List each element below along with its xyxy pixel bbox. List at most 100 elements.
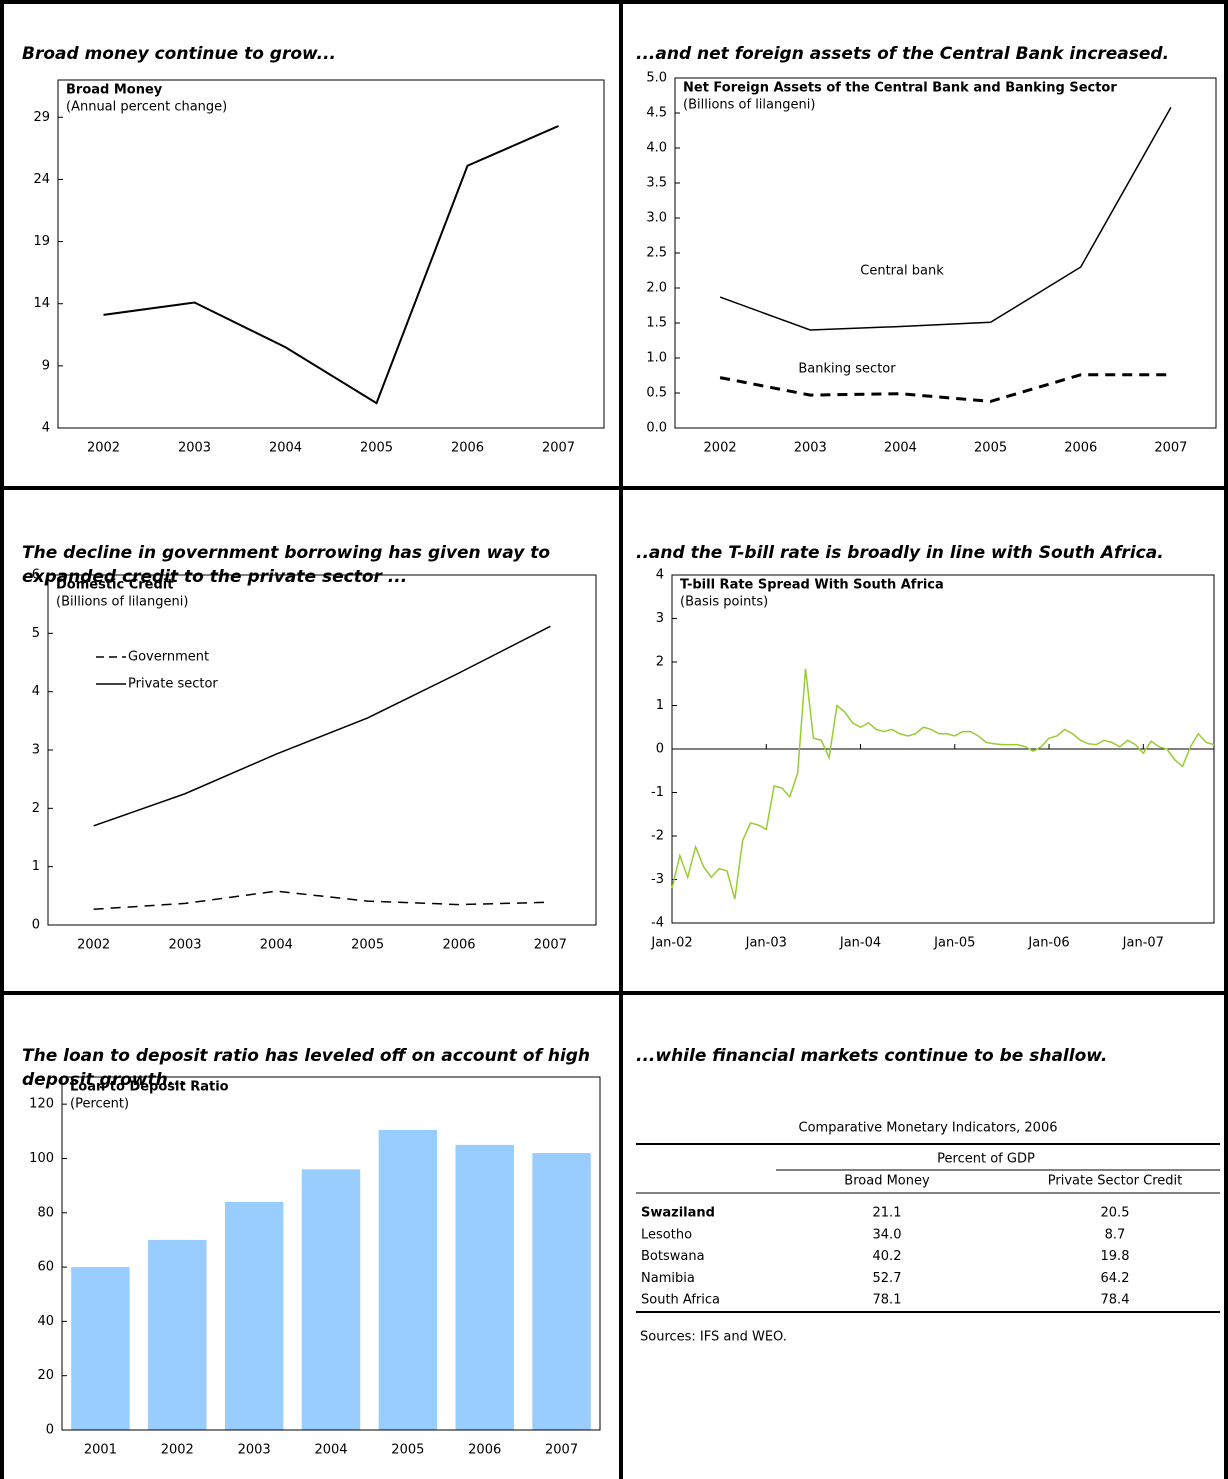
- x-tick-label: 2006: [468, 1443, 501, 1458]
- chart-title: Broad Money: [66, 83, 163, 98]
- row-label: Botswana: [641, 1249, 705, 1264]
- line: [719, 373, 1171, 403]
- y-tick-label: 3: [32, 743, 40, 758]
- line: [93, 890, 551, 910]
- row-label: South Africa: [641, 1293, 720, 1308]
- y-tick-label: 4: [656, 568, 664, 583]
- cell: 78.4: [1101, 1293, 1130, 1308]
- y-tick-label: 4: [42, 421, 50, 436]
- y-tick-label: 0.5: [646, 386, 667, 401]
- x-tick-label: 2004: [884, 441, 917, 456]
- heading: ..and the T-bill rate is broadly in line…: [636, 543, 1164, 563]
- x-tick-label: Jan-04: [839, 936, 881, 951]
- x-tick-label: 2006: [451, 441, 484, 456]
- x-tick-label: Jan-07: [1122, 936, 1164, 951]
- y-tick-label: 14: [33, 296, 50, 311]
- y-tick-label: 5.0: [646, 71, 667, 86]
- y-tick-label: -4: [651, 916, 664, 931]
- plot-frame: [61, 1076, 601, 1431]
- x-tick-label: 2007: [545, 1443, 578, 1458]
- x-tick-label: 2003: [168, 938, 201, 953]
- y-tick-label: 9: [42, 358, 50, 373]
- y-tick-label: 80: [37, 1205, 54, 1220]
- y-tick-label: 1.0: [646, 351, 667, 366]
- x-tick-label: 2002: [87, 441, 120, 456]
- row-label: Lesotho: [641, 1227, 692, 1242]
- y-tick-label: 2: [32, 801, 40, 816]
- bar: [71, 1267, 130, 1430]
- bar: [224, 1201, 284, 1430]
- bar: [378, 1129, 438, 1430]
- y-tick-label: 4.5: [646, 106, 667, 121]
- y-tick-label: 29: [33, 110, 50, 125]
- heading: ...and net foreign assets of the Central…: [636, 44, 1170, 64]
- x-tick-label: 2004: [269, 441, 302, 456]
- x-tick-label: 2005: [391, 1443, 424, 1458]
- line: [671, 668, 1215, 900]
- y-tick-label: 60: [37, 1260, 54, 1275]
- y-tick-label: 2: [656, 655, 664, 670]
- x-tick-label: 2001: [84, 1443, 117, 1458]
- x-tick-label: 2005: [351, 938, 384, 953]
- bar: [532, 1153, 591, 1430]
- table-title: Comparative Monetary Indicators, 2006: [799, 1121, 1058, 1136]
- cell: 8.7: [1105, 1227, 1126, 1242]
- cell: 52.7: [873, 1271, 902, 1286]
- chart-subtitle: (Billions of lilangeni): [56, 595, 188, 610]
- x-tick-label: 2007: [1154, 441, 1187, 456]
- plot-frame: [57, 79, 605, 429]
- x-tick-label: 2002: [77, 938, 110, 953]
- x-tick-label: 2007: [534, 938, 567, 953]
- y-tick-label: 2.5: [646, 246, 667, 261]
- x-tick-label: 2005: [360, 441, 393, 456]
- y-tick-label: 5: [32, 626, 40, 641]
- cell: 21.1: [873, 1206, 902, 1221]
- y-tick-label: 100: [29, 1151, 54, 1166]
- column-header: Broad Money: [844, 1174, 930, 1189]
- x-tick-label: 2003: [178, 441, 211, 456]
- chart-title: T-bill Rate Spread With South Africa: [680, 578, 944, 593]
- x-tick-label: 2002: [704, 441, 737, 456]
- x-tick-label: 2002: [161, 1443, 194, 1458]
- x-tick-label: 2003: [794, 441, 827, 456]
- cell: 34.0: [873, 1227, 902, 1242]
- heading: The decline in government borrowing has …: [22, 543, 551, 587]
- bar: [301, 1169, 361, 1430]
- y-tick-label: 40: [37, 1314, 54, 1329]
- cell: 40.2: [873, 1249, 902, 1264]
- y-tick-label: 20: [37, 1368, 54, 1383]
- group-header: Percent of GDP: [937, 1152, 1035, 1167]
- legend-label: Government: [128, 650, 209, 665]
- chart-subtitle: (Annual percent change): [66, 100, 227, 115]
- heading: Broad money continue to grow...: [22, 44, 337, 64]
- x-tick-label: 2005: [974, 441, 1007, 456]
- x-tick-label: Jan-06: [1027, 936, 1069, 951]
- x-tick-label: 2004: [260, 938, 293, 953]
- y-tick-label: 120: [29, 1097, 54, 1112]
- line: [103, 125, 559, 405]
- y-tick-label: 4.0: [646, 141, 667, 156]
- series-label: Central bank: [860, 264, 944, 279]
- chart-title: Net Foreign Assets of the Central Bank a…: [683, 81, 1117, 96]
- x-tick-label: 2006: [442, 938, 475, 953]
- chart-subtitle: (Billions of lilangeni): [683, 98, 815, 113]
- chart-title: Domestic Credit: [56, 578, 173, 593]
- y-tick-label: 0: [32, 918, 40, 933]
- y-tick-label: 0: [656, 742, 664, 757]
- x-tick-label: Jan-02: [650, 936, 692, 951]
- x-tick-label: 2006: [1064, 441, 1097, 456]
- chart-subtitle: (Percent): [70, 1097, 129, 1112]
- y-tick-label: 3.0: [646, 211, 667, 226]
- x-tick-label: 2007: [542, 441, 575, 456]
- y-tick-label: 0.0: [646, 421, 667, 436]
- x-tick-label: Jan-05: [933, 936, 975, 951]
- heading: The loan to deposit ratio has leveled of…: [22, 1046, 591, 1090]
- bar: [455, 1144, 514, 1430]
- x-tick-label: 2003: [238, 1443, 271, 1458]
- table-source: Sources: IFS and WEO.: [640, 1330, 787, 1345]
- y-tick-label: 0: [46, 1423, 54, 1438]
- cell: 20.5: [1101, 1206, 1130, 1221]
- chart-title: Loan to Deposit Ratio: [70, 1080, 229, 1095]
